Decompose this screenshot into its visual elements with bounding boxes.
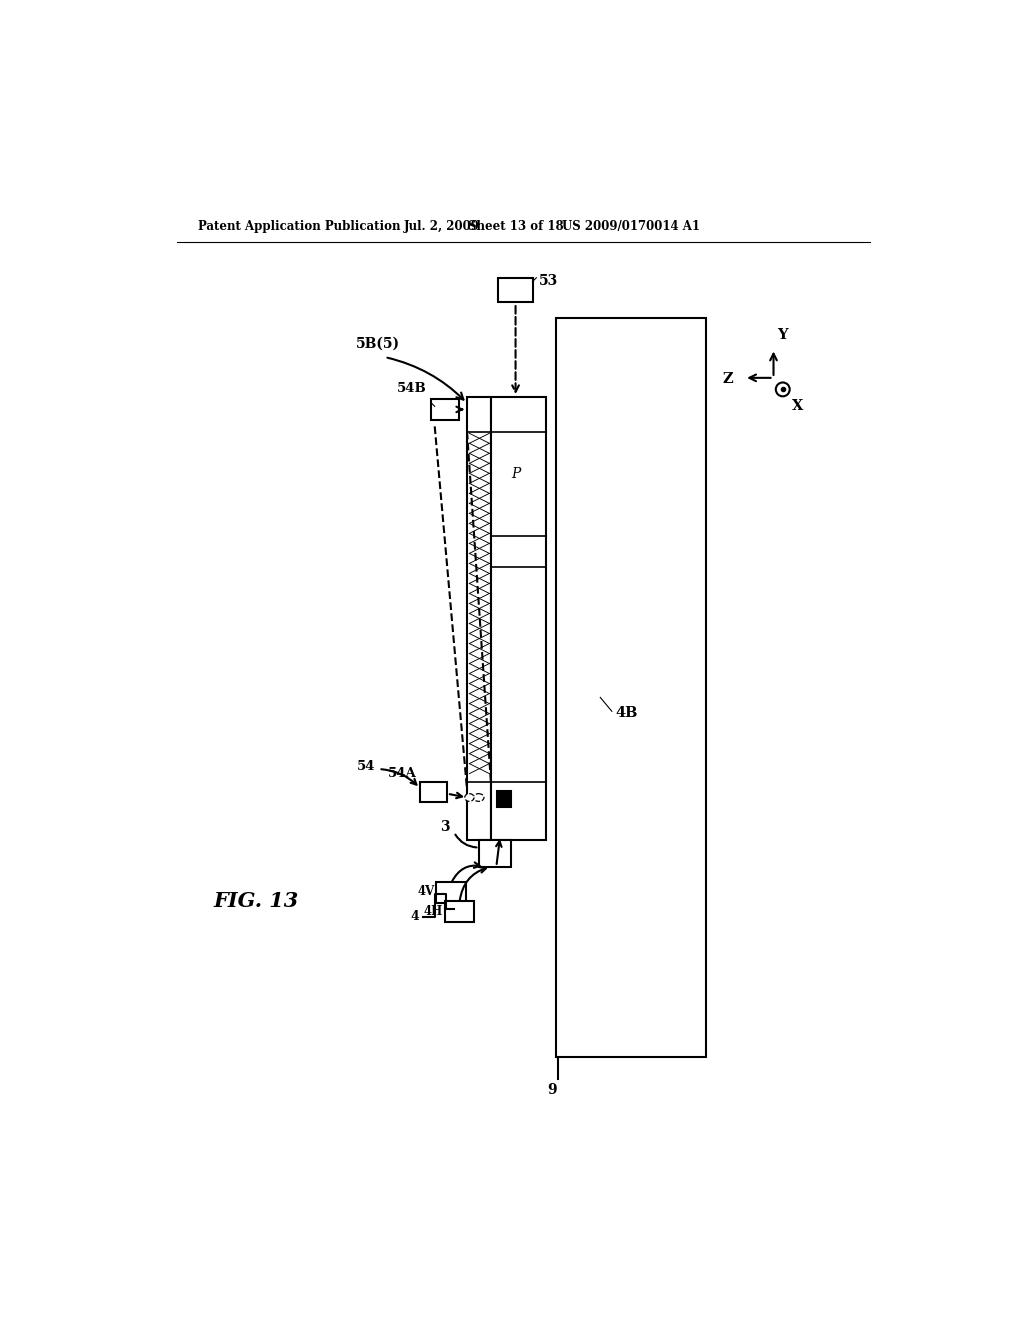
Bar xyxy=(444,902,474,923)
Bar xyxy=(490,397,547,840)
Bar xyxy=(498,277,532,302)
Bar xyxy=(497,792,511,807)
Bar xyxy=(478,840,511,867)
Text: 53: 53 xyxy=(539,275,558,288)
Text: 4V: 4V xyxy=(418,886,435,899)
Text: Jul. 2, 2009: Jul. 2, 2009 xyxy=(403,219,480,232)
Text: 5B(5): 5B(5) xyxy=(356,337,400,350)
Text: US 2009/0170014 A1: US 2009/0170014 A1 xyxy=(562,219,699,232)
Bar xyxy=(436,882,466,903)
Text: FIG. 13: FIG. 13 xyxy=(214,891,299,911)
Text: X: X xyxy=(792,399,804,413)
Text: 54: 54 xyxy=(357,760,376,774)
Text: 4H: 4H xyxy=(424,904,443,917)
Circle shape xyxy=(776,383,790,396)
Ellipse shape xyxy=(465,793,474,801)
Text: 3: 3 xyxy=(440,820,451,834)
Ellipse shape xyxy=(473,793,484,801)
Bar xyxy=(556,318,706,1057)
Text: 9: 9 xyxy=(548,1084,557,1097)
Text: 4: 4 xyxy=(411,911,419,924)
Text: Y: Y xyxy=(776,329,787,342)
Text: P: P xyxy=(511,467,520,480)
Text: 54A: 54A xyxy=(387,767,416,780)
Text: 54B: 54B xyxy=(397,381,427,395)
Bar xyxy=(420,781,447,803)
Text: Sheet 13 of 18: Sheet 13 of 18 xyxy=(468,219,563,232)
Bar xyxy=(431,399,459,420)
Text: Patent Application Publication: Patent Application Publication xyxy=(199,219,400,232)
Text: Z: Z xyxy=(723,372,733,387)
Bar xyxy=(467,397,490,840)
Text: 4B: 4B xyxy=(615,706,638,719)
